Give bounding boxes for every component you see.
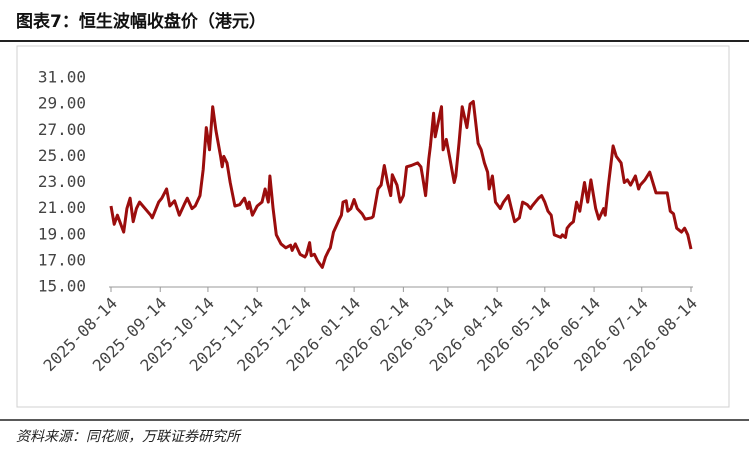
y-tick-label: 17.00 bbox=[38, 250, 86, 269]
y-tick-label: 29.00 bbox=[38, 94, 86, 113]
y-tick-label: 21.00 bbox=[38, 198, 86, 217]
y-tick-label: 27.00 bbox=[38, 120, 86, 139]
y-tick-label: 15.00 bbox=[38, 277, 86, 296]
y-tick-label: 23.00 bbox=[38, 172, 86, 191]
y-tick-label: 25.00 bbox=[38, 146, 86, 165]
y-tick-label: 19.00 bbox=[38, 224, 86, 243]
source-note: 资料来源：同花顺，万联证券研究所 bbox=[16, 429, 242, 445]
y-tick-label: 31.00 bbox=[38, 68, 86, 87]
plot-frame bbox=[16, 45, 730, 408]
chart-title: 图表7：恒生波幅收盘价（港元） bbox=[16, 11, 266, 32]
line-series bbox=[109, 100, 693, 269]
